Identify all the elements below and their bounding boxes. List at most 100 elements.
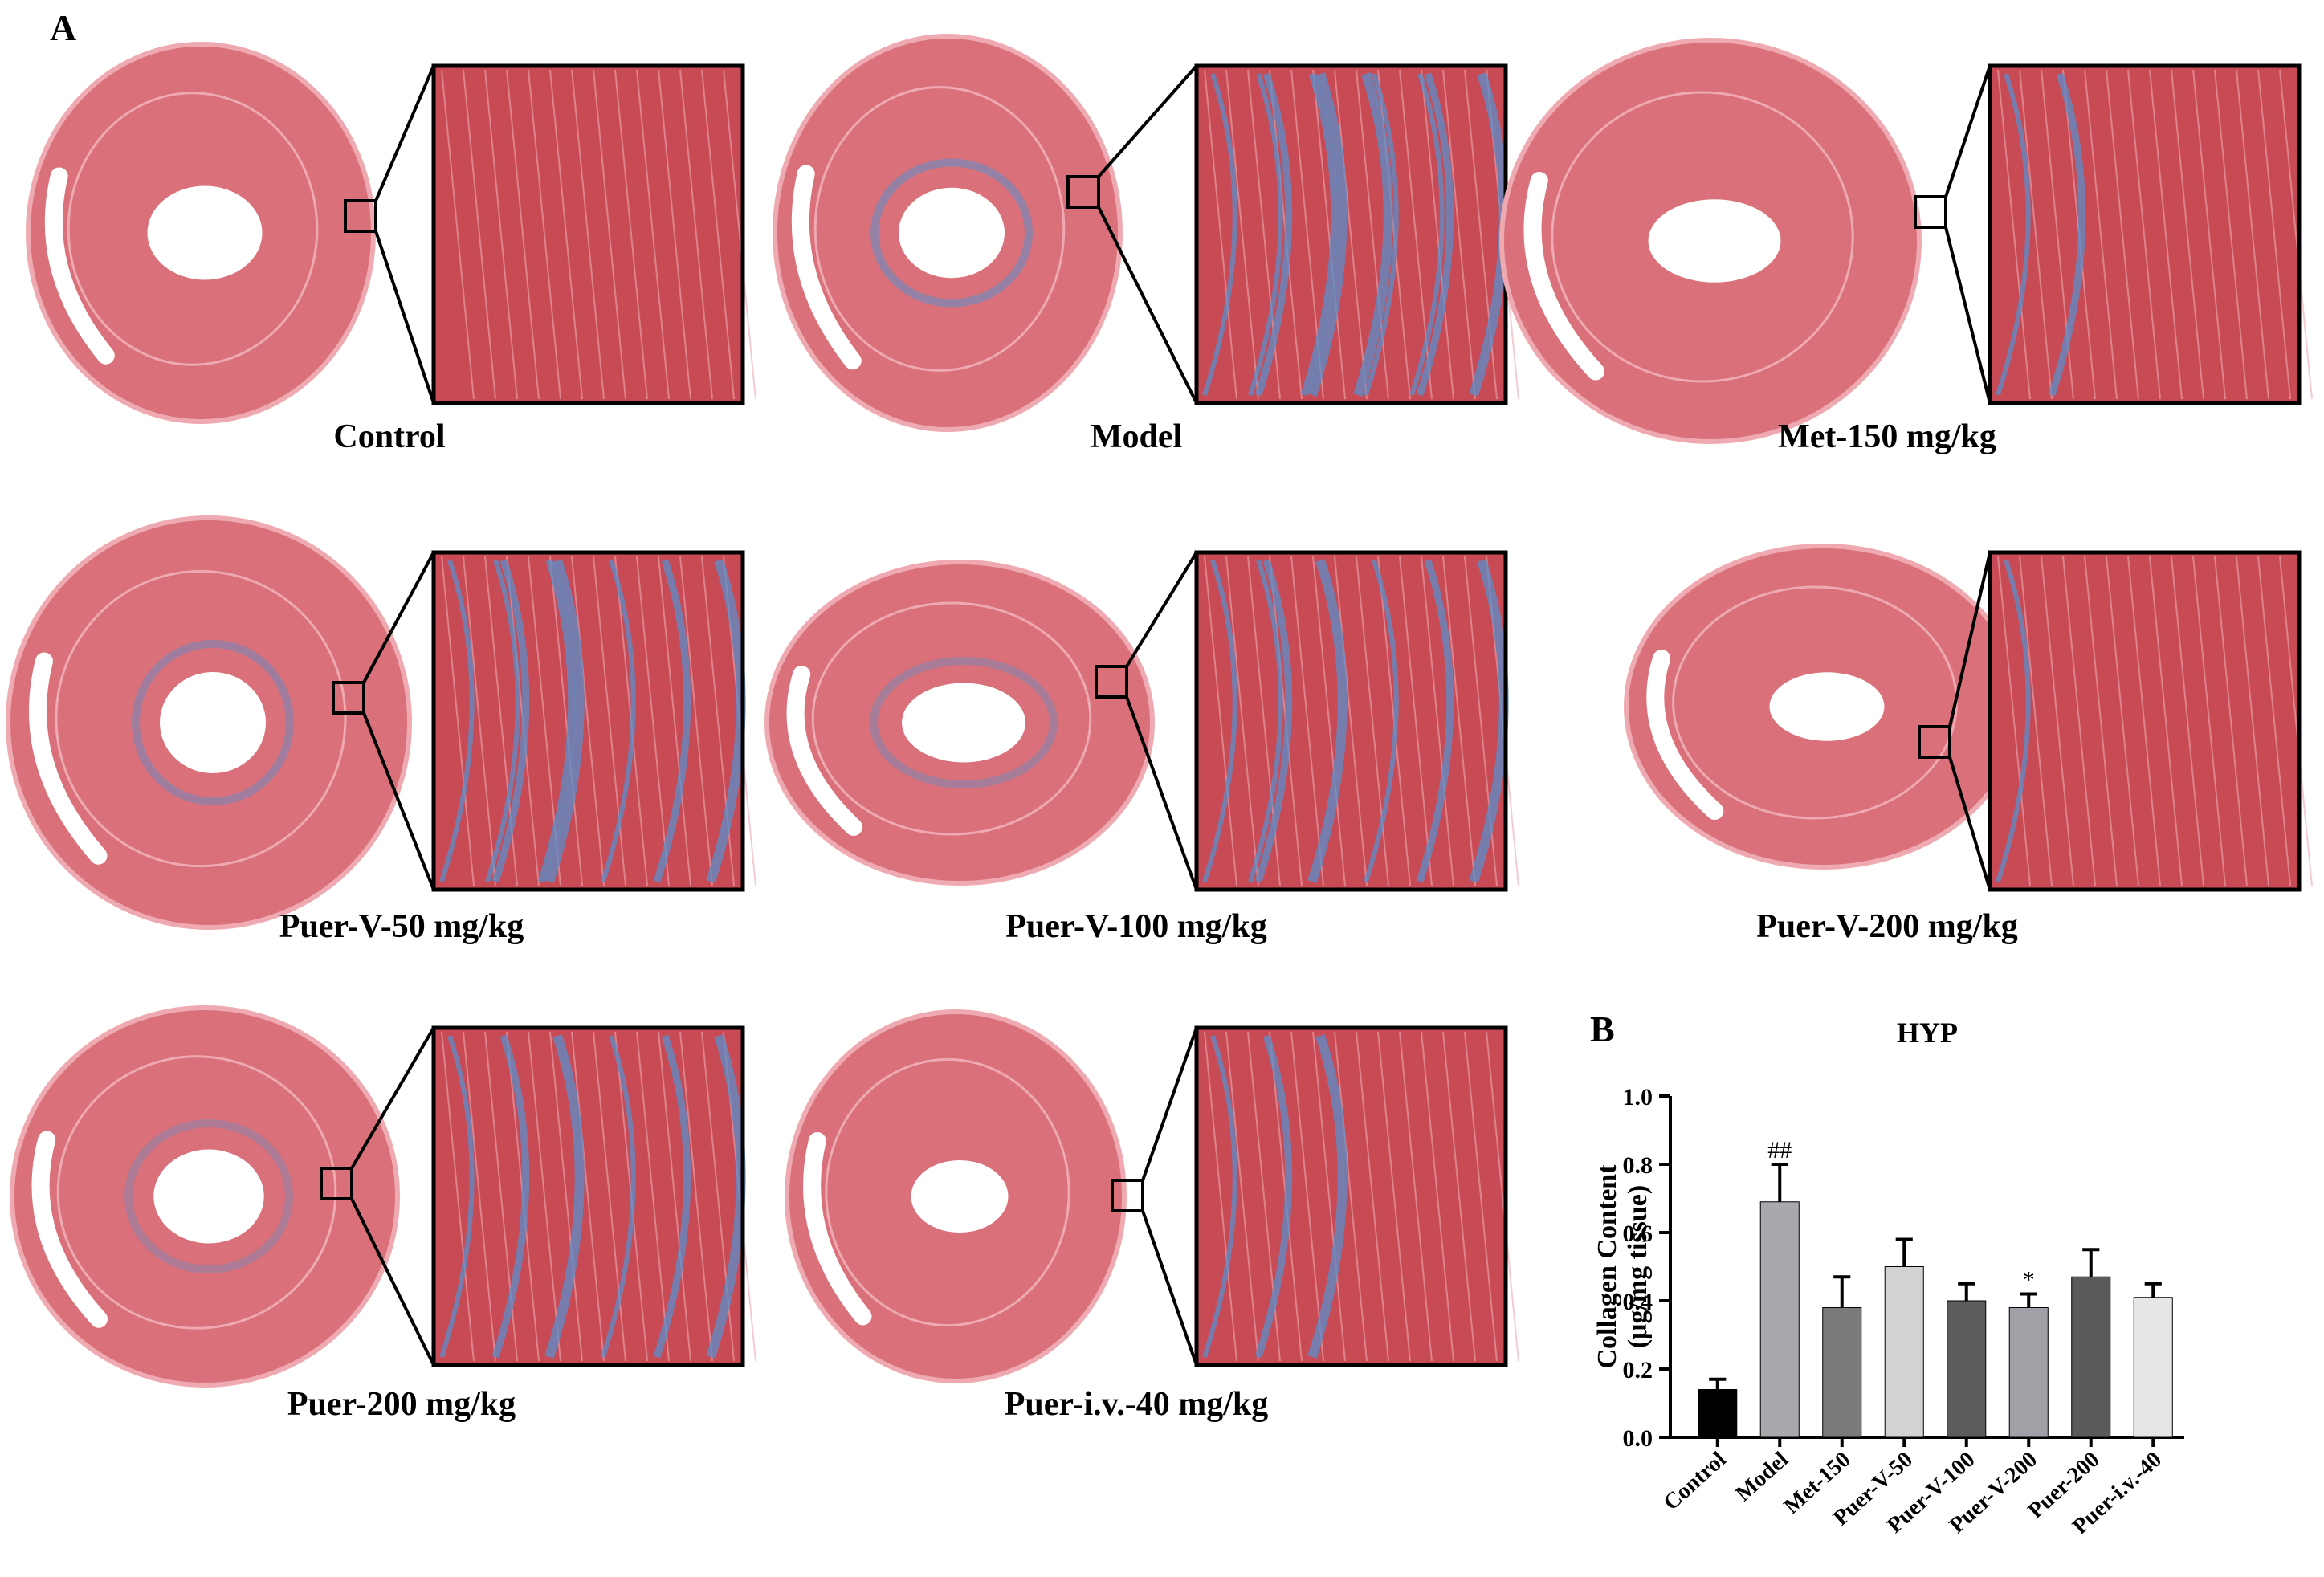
muscle-fiber bbox=[2041, 556, 2074, 886]
muscle-fiber bbox=[2084, 69, 2118, 400]
collagen-strand bbox=[2048, 72, 2086, 397]
muscle-fiber bbox=[2279, 556, 2313, 886]
myocardium-ring bbox=[813, 86, 1066, 372]
y-tick-label: 0.4 bbox=[1623, 1289, 1653, 1315]
collagen-strand bbox=[601, 560, 636, 882]
muscle-fiber bbox=[463, 1031, 496, 1362]
muscle-fiber bbox=[1312, 69, 1346, 400]
y-axis-label: Collagen Content(μg/mg tissue) bbox=[1592, 1164, 1653, 1369]
muscle-fiber bbox=[2149, 69, 2183, 400]
muscle-fiber bbox=[1225, 1031, 1259, 1362]
muscle-fiber bbox=[1356, 1031, 1389, 1362]
caption-puer-iv-40: Puer-i.v.-40 mg/kg bbox=[1004, 1386, 1269, 1423]
muscle-fiber bbox=[528, 1031, 561, 1362]
y-tick-label: 1.0 bbox=[1623, 1084, 1653, 1110]
muscle-fiber bbox=[636, 69, 670, 400]
collagen-strand bbox=[1202, 73, 1237, 396]
muscle-fiber bbox=[571, 69, 605, 400]
muscle-fiber bbox=[2236, 69, 2269, 400]
collagen-strand bbox=[544, 559, 585, 883]
collagen-strand bbox=[1254, 1034, 1293, 1359]
muscle-fiber bbox=[723, 69, 756, 400]
muscle-fiber bbox=[593, 69, 626, 400]
collagen-strand bbox=[491, 559, 530, 883]
lumen bbox=[1648, 199, 1781, 283]
inset-frame bbox=[1988, 550, 2302, 892]
lumen bbox=[147, 185, 263, 280]
muscle-fiber bbox=[1290, 556, 1324, 886]
muscle-fiber bbox=[2171, 69, 2204, 400]
y-tick-label: 0.6 bbox=[1623, 1220, 1653, 1247]
bar bbox=[1884, 1266, 1924, 1438]
cavity bbox=[803, 1132, 872, 1326]
zoom-line-bottom bbox=[362, 712, 435, 890]
zoom-box bbox=[1095, 665, 1128, 699]
muscle-fiber bbox=[1486, 1031, 1519, 1362]
zoom-box bbox=[1066, 175, 1100, 209]
zoom-line-bottom bbox=[1948, 756, 1992, 890]
muscle-fiber bbox=[1312, 556, 1346, 886]
cavity bbox=[1523, 172, 1604, 381]
collagen-strand bbox=[1307, 559, 1348, 883]
collagen-strand bbox=[439, 560, 475, 882]
myocardium-ring bbox=[811, 601, 1092, 836]
lumen bbox=[911, 1160, 1009, 1233]
collagen-strand bbox=[1996, 560, 2031, 882]
caption-control: Control bbox=[333, 418, 446, 455]
cavity bbox=[29, 652, 108, 865]
muscle-fiber bbox=[1399, 556, 1433, 886]
muscle-fiber bbox=[1225, 69, 1259, 400]
caption-puer-v-200: Puer-V-200 mg/kg bbox=[1756, 908, 2018, 945]
muscle-fiber bbox=[1442, 69, 1476, 400]
zoom-line-top bbox=[374, 65, 435, 202]
collagen-strand bbox=[1254, 72, 1293, 397]
muscle-fiber bbox=[1997, 556, 2031, 886]
zoom-line-bottom bbox=[1125, 696, 1198, 890]
collagen-strand bbox=[1307, 1034, 1348, 1359]
zoom-line-bottom bbox=[374, 230, 435, 404]
collagen-strand bbox=[1409, 73, 1445, 396]
zoom-line-top bbox=[362, 552, 435, 683]
muscle-fiber bbox=[1225, 556, 1259, 886]
zoom-line-top bbox=[1097, 64, 1198, 178]
bar bbox=[2071, 1276, 2111, 1438]
y-tick-label: 0.0 bbox=[1623, 1425, 1653, 1452]
zoom-line-bottom bbox=[1944, 226, 1992, 404]
cavity bbox=[1646, 650, 1724, 820]
inset-frame bbox=[1194, 1025, 1508, 1367]
myocardium-ring bbox=[67, 92, 319, 366]
muscle-fiber bbox=[2192, 69, 2226, 400]
x-tick-label: Control bbox=[1659, 1447, 1731, 1515]
zoom-line-top bbox=[350, 1026, 435, 1170]
inset-frame bbox=[1194, 550, 1508, 892]
caption-puer-200: Puer-200 mg/kg bbox=[287, 1386, 516, 1423]
tissue-panel-control bbox=[26, 42, 756, 424]
y-tick-label: 0.2 bbox=[1623, 1357, 1653, 1383]
zoom-line-bottom bbox=[1141, 1210, 1198, 1366]
muscle-fiber bbox=[1442, 1031, 1476, 1362]
muscle-fiber bbox=[1204, 1031, 1237, 1362]
zoom-box bbox=[1111, 1179, 1144, 1212]
collagen-strand bbox=[706, 1034, 746, 1359]
bar bbox=[1822, 1307, 1862, 1438]
myocardium-ring bbox=[56, 1055, 337, 1330]
tissue-panel-puer-iv-40 bbox=[785, 1009, 1519, 1383]
muscle-fiber bbox=[1204, 69, 1237, 400]
bar-chart: 0.0 0.2 0.4 0.6 0.8 1.0 Collagen Content(μg/mg… bbox=[1592, 1084, 2184, 1539]
muscle-fiber bbox=[463, 556, 496, 886]
cavity bbox=[791, 165, 862, 370]
lumen bbox=[902, 683, 1025, 763]
collagen-strand bbox=[544, 1034, 585, 1359]
muscle-fiber bbox=[636, 1031, 670, 1362]
tissue-panel-puer-v-100 bbox=[764, 550, 1519, 892]
inset-frame bbox=[431, 1025, 745, 1367]
muscle-fiber bbox=[658, 556, 691, 886]
collagen-strand bbox=[601, 1035, 636, 1358]
zoom-line-top bbox=[1141, 1027, 1198, 1181]
collagen-strand bbox=[1300, 72, 1339, 397]
muscle-fiber bbox=[528, 69, 561, 400]
lumen bbox=[153, 1149, 264, 1244]
muscle-fiber bbox=[614, 69, 648, 400]
collagen-strand bbox=[1307, 72, 1348, 397]
collagen-strand bbox=[1254, 559, 1293, 883]
